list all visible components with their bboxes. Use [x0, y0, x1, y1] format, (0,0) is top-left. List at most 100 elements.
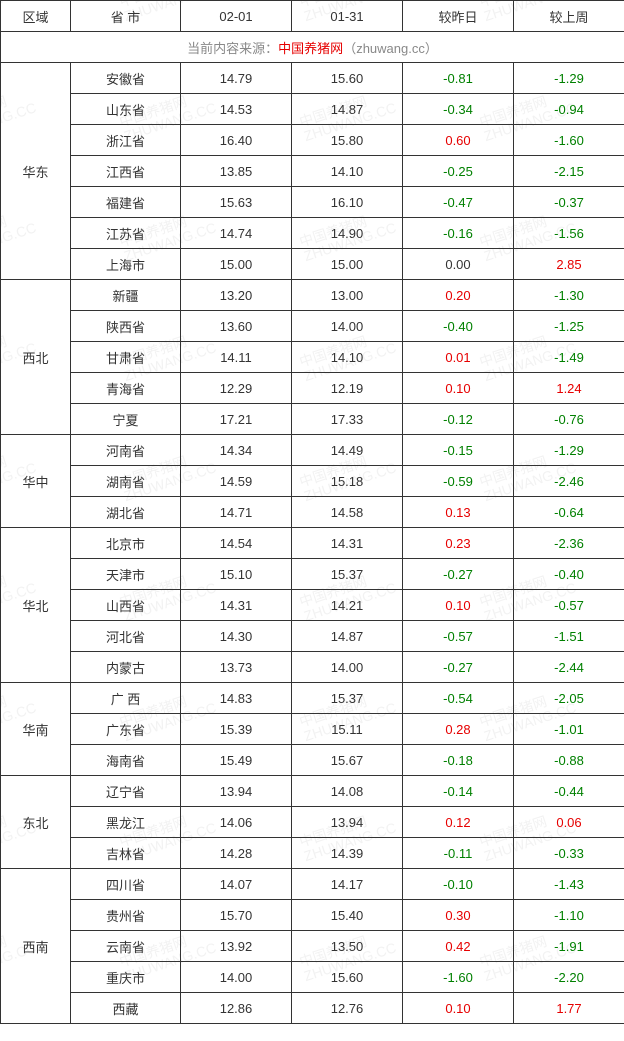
delta-yesterday: 0.10: [403, 373, 514, 404]
value-date1: 15.70: [181, 900, 292, 931]
value-date1: 13.20: [181, 280, 292, 311]
table-container: 中国养猪网ZHUWANG.CC中国养猪网ZHUWANG.CC中国养猪网ZHUWA…: [0, 0, 624, 1024]
province-cell: 宁夏: [71, 404, 181, 435]
province-cell: 云南省: [71, 931, 181, 962]
delta-lastweek: -0.94: [514, 94, 624, 125]
value-date2: 14.00: [292, 311, 403, 342]
value-date2: 13.94: [292, 807, 403, 838]
value-date2: 15.37: [292, 559, 403, 590]
table-row: 湖南省14.5915.18-0.59-2.46: [1, 466, 624, 497]
delta-lastweek: -0.57: [514, 590, 624, 621]
value-date1: 14.54: [181, 528, 292, 559]
province-cell: 重庆市: [71, 962, 181, 993]
value-date1: 14.53: [181, 94, 292, 125]
value-date2: 14.87: [292, 94, 403, 125]
delta-lastweek: -0.76: [514, 404, 624, 435]
delta-yesterday: -0.18: [403, 745, 514, 776]
province-cell: 天津市: [71, 559, 181, 590]
region-cell: 华东: [1, 63, 71, 280]
value-date2: 14.10: [292, 156, 403, 187]
value-date1: 15.49: [181, 745, 292, 776]
delta-lastweek: -1.29: [514, 63, 624, 94]
delta-lastweek: -1.30: [514, 280, 624, 311]
value-date2: 14.58: [292, 497, 403, 528]
delta-lastweek: -1.43: [514, 869, 624, 900]
delta-lastweek: -0.88: [514, 745, 624, 776]
value-date2: 15.37: [292, 683, 403, 714]
province-cell: 浙江省: [71, 125, 181, 156]
delta-lastweek: -1.49: [514, 342, 624, 373]
delta-yesterday: 0.10: [403, 993, 514, 1024]
table-row: 江苏省14.7414.90-0.16-1.56: [1, 218, 624, 249]
table-body: 华东安徽省14.7915.60-0.81-1.29山东省14.5314.87-0…: [1, 63, 624, 1024]
delta-lastweek: 1.77: [514, 993, 624, 1024]
table-row: 云南省13.9213.500.42-1.91: [1, 931, 624, 962]
value-date2: 15.60: [292, 63, 403, 94]
value-date1: 14.11: [181, 342, 292, 373]
delta-yesterday: -0.12: [403, 404, 514, 435]
value-date2: 17.33: [292, 404, 403, 435]
table-row: 陕西省13.6014.00-0.40-1.25: [1, 311, 624, 342]
region-cell: 华北: [1, 528, 71, 683]
table-row: 甘肃省14.1114.100.01-1.49: [1, 342, 624, 373]
delta-lastweek: -1.25: [514, 311, 624, 342]
table-row: 湖北省14.7114.580.13-0.64: [1, 497, 624, 528]
value-date2: 12.76: [292, 993, 403, 1024]
table-row: 山东省14.5314.87-0.34-0.94: [1, 94, 624, 125]
value-date1: 15.00: [181, 249, 292, 280]
value-date2: 15.40: [292, 900, 403, 931]
value-date1: 15.63: [181, 187, 292, 218]
value-date1: 15.10: [181, 559, 292, 590]
delta-lastweek: -2.15: [514, 156, 624, 187]
table-row: 吉林省14.2814.39-0.11-0.33: [1, 838, 624, 869]
province-cell: 上海市: [71, 249, 181, 280]
table-row: 海南省15.4915.67-0.18-0.88: [1, 745, 624, 776]
delta-yesterday: 0.00: [403, 249, 514, 280]
delta-yesterday: -0.15: [403, 435, 514, 466]
delta-yesterday: -0.10: [403, 869, 514, 900]
value-date2: 15.60: [292, 962, 403, 993]
value-date2: 14.21: [292, 590, 403, 621]
value-date2: 13.50: [292, 931, 403, 962]
source-row: 当前内容来源：中国养猪网（zhuwang.cc）: [1, 32, 624, 63]
delta-lastweek: -2.36: [514, 528, 624, 559]
province-cell: 山西省: [71, 590, 181, 621]
value-date1: 14.83: [181, 683, 292, 714]
col-region: 区域: [1, 1, 71, 32]
table-row: 广东省15.3915.110.28-1.01: [1, 714, 624, 745]
col-date1: 02-01: [181, 1, 292, 32]
province-cell: 湖南省: [71, 466, 181, 497]
delta-yesterday: -0.59: [403, 466, 514, 497]
delta-lastweek: -0.40: [514, 559, 624, 590]
province-cell: 江西省: [71, 156, 181, 187]
delta-lastweek: 0.06: [514, 807, 624, 838]
col-vs-yesterday: 较昨日: [403, 1, 514, 32]
table-row: 上海市15.0015.000.002.85: [1, 249, 624, 280]
province-cell: 广东省: [71, 714, 181, 745]
delta-lastweek: -2.46: [514, 466, 624, 497]
value-date1: 14.59: [181, 466, 292, 497]
value-date1: 16.40: [181, 125, 292, 156]
delta-yesterday: -0.57: [403, 621, 514, 652]
delta-yesterday: -0.14: [403, 776, 514, 807]
delta-yesterday: -0.16: [403, 218, 514, 249]
delta-yesterday: -0.40: [403, 311, 514, 342]
value-date2: 14.17: [292, 869, 403, 900]
value-date1: 17.21: [181, 404, 292, 435]
value-date2: 14.87: [292, 621, 403, 652]
table-row: 东北辽宁省13.9414.08-0.14-0.44: [1, 776, 624, 807]
price-table: 区域 省 市 02-01 01-31 较昨日 较上周 当前内容来源：中国养猪网（…: [0, 0, 624, 1024]
province-cell: 四川省: [71, 869, 181, 900]
province-cell: 辽宁省: [71, 776, 181, 807]
col-date2: 01-31: [292, 1, 403, 32]
province-cell: 甘肃省: [71, 342, 181, 373]
value-date1: 14.00: [181, 962, 292, 993]
value-date2: 16.10: [292, 187, 403, 218]
value-date2: 14.08: [292, 776, 403, 807]
value-date1: 14.06: [181, 807, 292, 838]
table-row: 天津市15.1015.37-0.27-0.40: [1, 559, 624, 590]
value-date2: 14.49: [292, 435, 403, 466]
table-row: 河北省14.3014.87-0.57-1.51: [1, 621, 624, 652]
table-header-row: 区域 省 市 02-01 01-31 较昨日 较上周: [1, 1, 624, 32]
table-row: 黑龙江14.0613.940.120.06: [1, 807, 624, 838]
